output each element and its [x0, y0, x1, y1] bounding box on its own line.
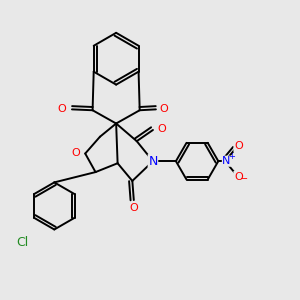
Text: N: N — [222, 156, 231, 166]
Text: N: N — [148, 155, 158, 168]
Text: Cl: Cl — [17, 236, 29, 249]
Text: O: O — [57, 104, 66, 114]
Text: O: O — [234, 172, 243, 182]
Text: O: O — [158, 124, 166, 134]
Text: O: O — [129, 203, 138, 213]
Text: O: O — [160, 104, 169, 114]
Text: O: O — [71, 148, 80, 158]
Text: +: + — [228, 152, 235, 161]
Text: −: − — [240, 174, 248, 184]
Text: O: O — [234, 142, 243, 152]
